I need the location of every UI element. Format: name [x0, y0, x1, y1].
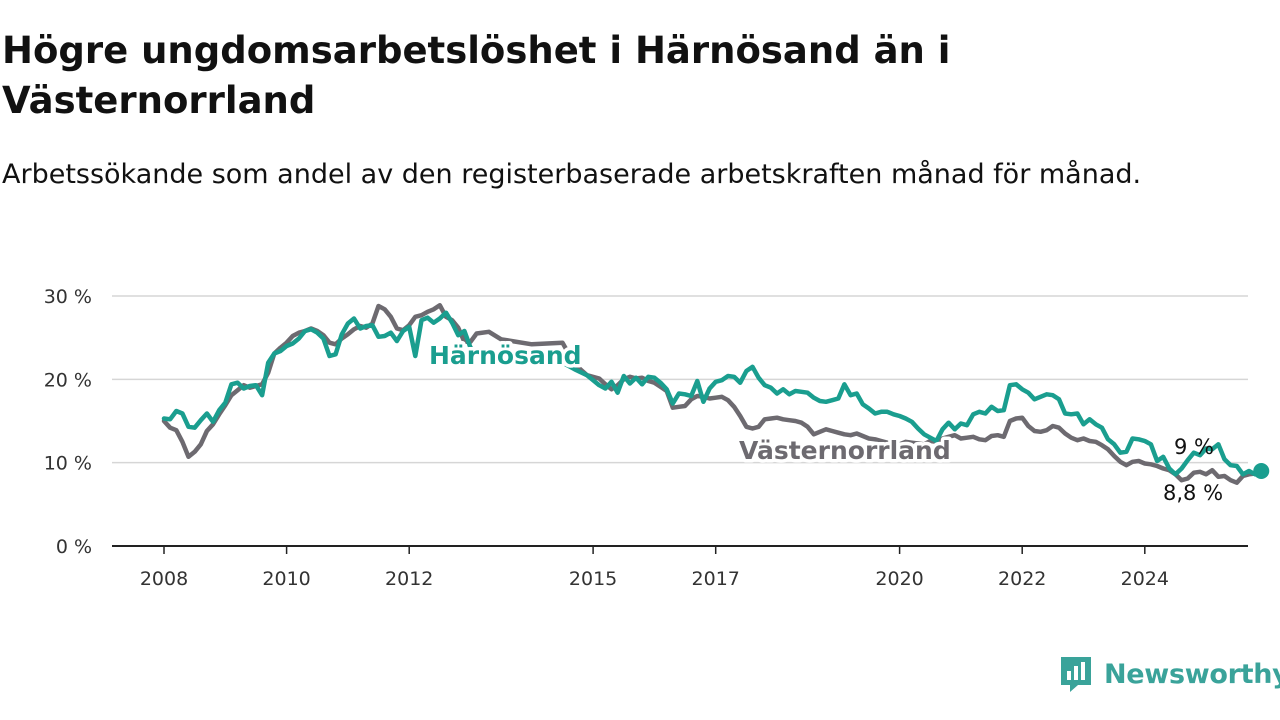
x-axis: 2008 2010 2012 2015 2017 2020 2022 2024 — [112, 545, 1248, 590]
x-tick-label: 2024 — [1121, 568, 1169, 590]
y-tick-label: 20 % — [44, 369, 92, 391]
gridlines — [112, 295, 1248, 464]
x-tick-label: 2015 — [569, 568, 617, 590]
series-label-harnosand: Härnösand — [429, 341, 582, 370]
end-value-label: 9 % — [1174, 435, 1214, 459]
series-lines — [161, 302, 1270, 485]
series-labels: Härnösand Västernorrland 9 % 8,8 % — [426, 338, 1224, 506]
y-axis-ticks: 0 % 10 % 20 % 30 % — [44, 286, 92, 558]
x-tick-label: 2008 — [140, 568, 188, 590]
x-tick-label: 2012 — [385, 568, 433, 590]
x-tick-label: 2010 — [262, 568, 310, 590]
x-tick-label: 2022 — [998, 568, 1046, 590]
page-subtitle: Arbetssökande som andel av den registerb… — [2, 159, 1142, 190]
newsworthy-logo-icon — [1061, 657, 1091, 692]
y-tick-label: 0 % — [56, 536, 92, 558]
page-title: Högre ungdomsarbetslöshet i Härnösand än… — [2, 29, 951, 122]
end-value-label: 8,8 % — [1163, 481, 1223, 505]
line-chart: 0 % 10 % 20 % 30 % 2008 2010 2012 2015 2017 2020… — [44, 286, 1270, 590]
brand-logo: Newsworthy — [1058, 653, 1280, 695]
series-end-marker — [1253, 463, 1270, 479]
y-tick-label: 30 % — [44, 286, 92, 308]
y-tick-label: 10 % — [44, 453, 92, 475]
series-line-0 — [161, 310, 1264, 477]
x-tick-label: 2020 — [875, 568, 923, 590]
series-line-1 — [161, 302, 1264, 485]
series-label-vasternorrland: Västernorrland — [739, 436, 951, 465]
brand-name: Newsworthy — [1104, 658, 1280, 690]
x-tick-label: 2017 — [692, 568, 740, 590]
